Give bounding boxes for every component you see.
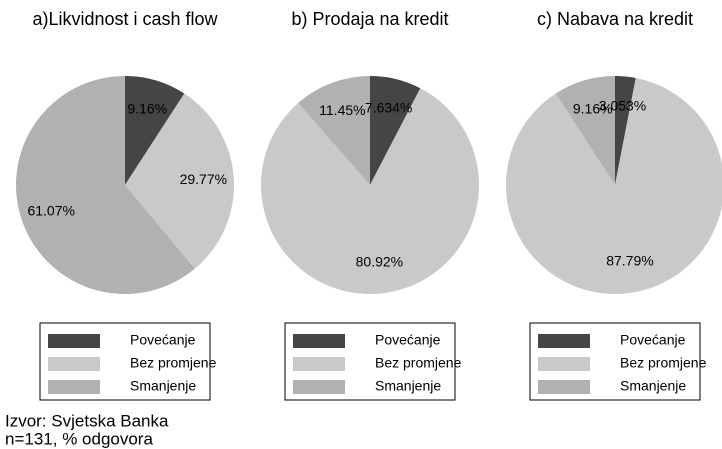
source: Izvor: Svjetska Banka (5, 411, 169, 430)
pie-slice (15, 76, 195, 294)
pie-slice (370, 76, 421, 185)
pie-slice (260, 88, 479, 294)
data-label: 3.053% (599, 98, 646, 114)
legend-swatch (48, 380, 100, 394)
legend-swatch (48, 357, 100, 371)
legend-label: Bez promjene (130, 355, 217, 371)
data-label: 87.79% (606, 253, 653, 269)
legend-label: Smanjenje (620, 378, 686, 394)
data-label: 80.92% (356, 254, 403, 270)
chart-title: a)Likvidnost i cash flow (32, 9, 218, 29)
data-label: 7.634% (365, 99, 412, 115)
legend-swatch (293, 357, 345, 371)
data-label: 9.16% (573, 100, 613, 116)
chart-title: b) Prodaja na kredit (291, 9, 448, 29)
legend-label: Smanjenje (130, 378, 196, 394)
legend-label: Povećanje (130, 332, 196, 348)
legend-swatch (538, 357, 590, 371)
legend-swatch (48, 334, 100, 348)
legend-swatch (538, 380, 590, 394)
data-label: 11.45% (319, 102, 365, 118)
legend-swatch (293, 334, 345, 348)
pie-slice (125, 76, 185, 185)
legend-label: Bez promjene (620, 355, 707, 371)
pie-slice (125, 93, 234, 269)
pie-slice (506, 77, 722, 294)
data-label: 29.77% (180, 171, 227, 187)
legend-label: Povećanje (375, 332, 441, 348)
note: n=131, % odgovora (5, 429, 153, 448)
legend-label: Smanjenje (375, 378, 441, 394)
legend-swatch (538, 334, 590, 348)
legend-label: Povećanje (620, 332, 686, 348)
data-label: 61.07% (27, 202, 74, 218)
chart-title: c) Nabava na kredit (537, 9, 693, 29)
legend-swatch (293, 380, 345, 394)
legend-label: Bez promjene (375, 355, 462, 371)
pie-slice (298, 76, 370, 185)
data-label: 9.16% (127, 100, 167, 116)
pie-slice (615, 76, 636, 185)
pie-slice (555, 76, 615, 185)
